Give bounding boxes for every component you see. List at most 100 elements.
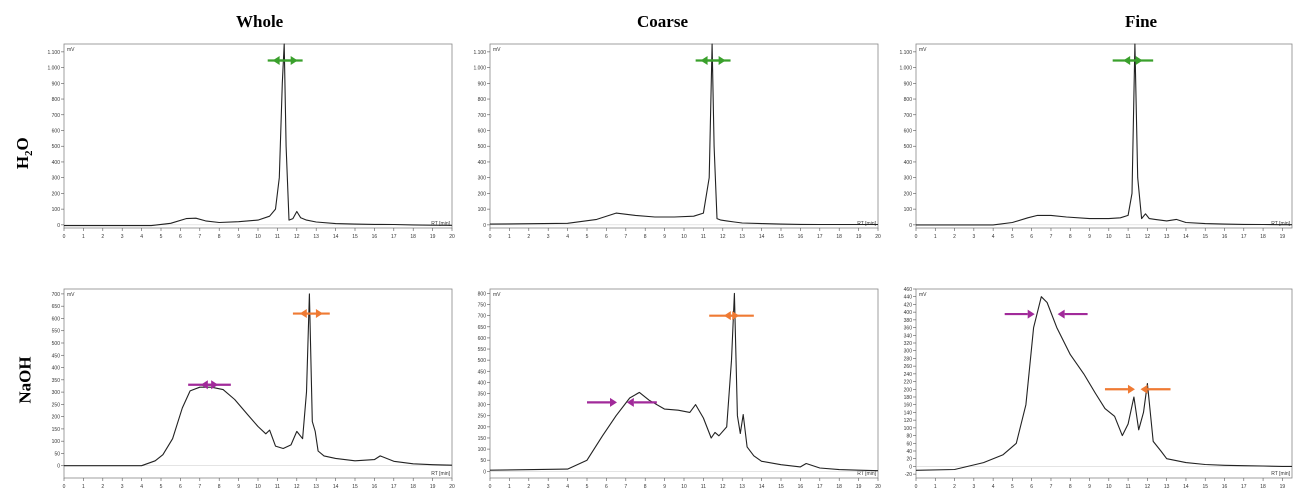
- chromatogram-trace: [916, 43, 1292, 226]
- x-tick-label: 17: [1241, 234, 1247, 240]
- y-tick-label: 340: [904, 333, 913, 339]
- x-tick-label: 4: [992, 484, 995, 490]
- y-tick-label: 80: [906, 434, 912, 440]
- x-tick-label: 18: [836, 484, 842, 490]
- y-tick-label: 160: [904, 403, 913, 409]
- y-axis-label: mV: [67, 47, 75, 53]
- x-tick-label: 18: [410, 484, 416, 490]
- y-tick-label: 750: [478, 303, 487, 309]
- x-tick-label: 1: [508, 234, 511, 240]
- x-tick-label: 19: [430, 234, 436, 240]
- y-tick-label: 250: [478, 414, 487, 420]
- x-tick-label: 2: [101, 484, 104, 490]
- x-tick-label: 15: [778, 484, 784, 490]
- x-tick-label: 20: [449, 234, 455, 240]
- y-tick-label: 200: [478, 425, 487, 431]
- x-axis-label: RT [min]: [1271, 471, 1290, 477]
- x-axis-label: RT [min]: [431, 471, 450, 477]
- chart-whole-h2o: 0 100 200 300 400 500 600 700 800 900 1.000 1.100 0 1…: [40, 40, 458, 242]
- x-tick-label: 9: [1088, 484, 1091, 490]
- x-tick-label: 14: [333, 234, 339, 240]
- x-tick-label: 10: [255, 234, 261, 240]
- x-tick-label: 15: [352, 234, 358, 240]
- orange-arrow-left: [299, 309, 330, 319]
- x-tick-label: 7: [1050, 484, 1053, 490]
- x-tick-label: 18: [410, 234, 416, 240]
- x-tick-label: 16: [798, 484, 804, 490]
- y-tick-label: 0: [909, 223, 912, 229]
- y-tick-label: 350: [478, 392, 487, 398]
- x-tick-label: 0: [489, 234, 492, 240]
- x-tick-label: 0: [489, 484, 492, 490]
- x-tick-label: 14: [1183, 234, 1189, 240]
- arrow-head: [626, 397, 634, 407]
- x-tick-label: 10: [255, 484, 261, 490]
- x-tick-label: 11: [1126, 234, 1131, 240]
- row-label-h2o-post: O: [12, 137, 32, 151]
- x-tick-label: 9: [237, 484, 240, 490]
- y-tick-label: 50: [480, 458, 486, 464]
- x-tick-label: 15: [778, 234, 784, 240]
- x-tick-label: 4: [140, 484, 143, 490]
- y-tick-label: 200: [904, 387, 913, 393]
- x-tick-label: 18: [1260, 484, 1266, 490]
- plot-frame: [489, 43, 879, 229]
- y-tick-label: 700: [904, 113, 913, 119]
- arrow-head: [610, 397, 617, 407]
- y-tick-label: 500: [52, 341, 61, 347]
- x-tick-label: 8: [644, 484, 647, 490]
- y-tick-label: -20: [905, 472, 912, 478]
- x-tick-label: 1: [934, 234, 937, 240]
- y-tick-label: 500: [904, 144, 913, 150]
- x-tick-label: 2: [953, 234, 956, 240]
- y-tick-label: 220: [904, 380, 913, 386]
- x-tick-label: 9: [663, 484, 666, 490]
- x-tick-label: 18: [836, 234, 842, 240]
- y-tick-label: 100: [478, 447, 487, 453]
- x-tick-label: 18: [1260, 234, 1266, 240]
- x-tick-label: 8: [218, 234, 221, 240]
- y-tick-label: 400: [478, 380, 487, 386]
- x-tick-label: 4: [140, 234, 143, 240]
- y-tick-label: 0: [57, 223, 60, 229]
- green-arrow-left: [1123, 56, 1154, 66]
- x-tick-label: 5: [1011, 234, 1014, 240]
- y-tick-label: 50: [54, 451, 60, 457]
- y-tick-label: 400: [52, 160, 61, 166]
- orange-arrow-left: [1140, 384, 1171, 394]
- x-tick-label: 19: [430, 484, 436, 490]
- x-tick-label: 12: [294, 234, 300, 240]
- purple-arrow-right: [1004, 309, 1035, 319]
- x-tick-label: 9: [663, 234, 666, 240]
- x-tick-label: 14: [1183, 484, 1189, 490]
- y-tick-label: 100: [52, 207, 61, 213]
- chart-whole-naoh: 0 50 100 150 200 250 300 350 400 450 500 550 600 650 7…: [40, 285, 458, 492]
- x-tick-label: 3: [972, 484, 975, 490]
- arrow-head: [1027, 309, 1035, 319]
- x-tick-label: 10: [681, 484, 687, 490]
- y-tick-label: 900: [52, 81, 61, 87]
- y-tick-label: 500: [478, 358, 487, 364]
- arrow-head: [1057, 309, 1065, 319]
- x-tick-label: 20: [875, 484, 881, 490]
- x-tick-label: 13: [1164, 484, 1170, 490]
- x-tick-label: 13: [739, 484, 745, 490]
- arrow-head: [200, 380, 208, 390]
- x-tick-label: 13: [1164, 234, 1170, 240]
- x-tick-label: 2: [527, 484, 530, 490]
- x-tick-label: 6: [1030, 234, 1033, 240]
- x-tick-label: 8: [218, 484, 221, 490]
- chromatogram-trace: [64, 293, 453, 467]
- y-tick-label: 400: [478, 160, 487, 166]
- x-tick-label: 16: [372, 234, 378, 240]
- y-tick-label: 60: [906, 441, 912, 447]
- y-tick-label: 20: [906, 457, 912, 463]
- chromatogram-trace: [64, 43, 453, 227]
- x-tick-label: 15: [352, 484, 358, 490]
- y-tick-label: 800: [52, 97, 61, 103]
- x-tick-label: 14: [333, 484, 339, 490]
- y-tick-label: 0: [909, 464, 912, 470]
- x-tick-label: 17: [391, 484, 397, 490]
- y-tick-label: 0: [483, 469, 486, 475]
- x-tick-label: 0: [63, 234, 66, 240]
